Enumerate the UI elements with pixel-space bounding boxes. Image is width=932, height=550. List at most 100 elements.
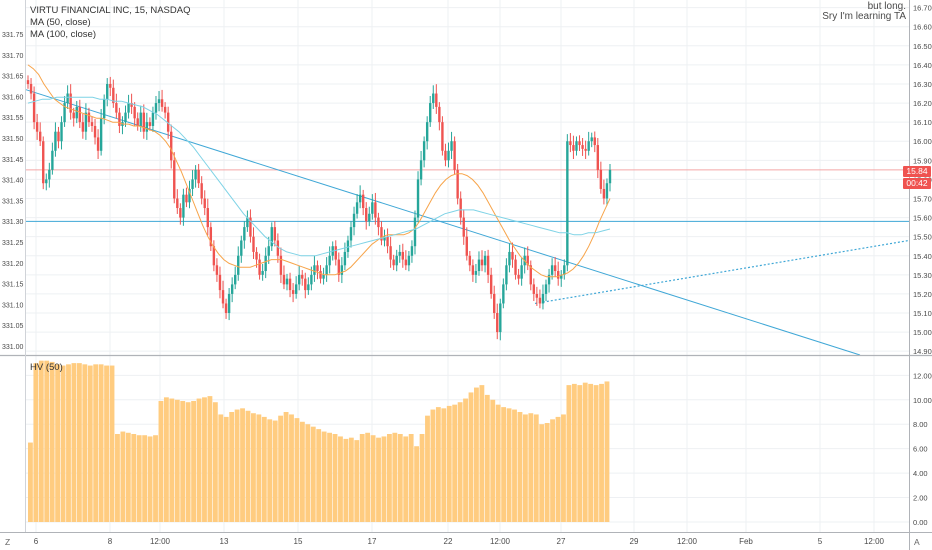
candle-body [145,122,149,132]
candle-body [310,274,313,285]
hv-bar [180,401,186,522]
candle-body [160,99,164,107]
hv-bar [158,401,164,522]
candle-body [191,179,194,189]
hv-bar [370,435,376,522]
hv-bar [522,414,528,522]
candle-body [157,99,161,104]
candle-body [538,297,542,304]
candle-body [432,93,435,104]
zoom-corner-left[interactable]: Z [5,537,11,547]
hv-bar [115,434,120,522]
candle-body [334,246,337,260]
candle-body [197,169,200,184]
left-tick-label: 331.50 [2,136,24,143]
candle-body [218,274,222,291]
left-tick-label: 331.20 [2,261,24,268]
hv-bar [28,442,33,522]
hv-bar [283,412,289,522]
candle-body [288,278,292,291]
candle-body [511,251,514,260]
hv-tick-label: 4.00 [913,469,928,478]
hv-bar [446,405,452,522]
hv-tick-label: 12.00 [913,371,932,380]
candle-body [596,145,600,170]
candle-body [261,271,264,275]
right-tick-label: 15.60 [913,214,932,223]
hv-legend[interactable]: HV (50) [30,362,63,373]
right-tick-label: 16.40 [913,61,932,70]
left-tick-label: 331.25 [2,240,24,247]
hv-bar [93,364,99,522]
x-tick-label: 8 [108,537,113,546]
x-tick-label: Feb [739,537,753,546]
hv-bar [533,414,539,522]
left-tick-label: 331.70 [2,53,24,60]
candle-body [188,188,191,203]
candle-body [270,227,273,247]
hv-bar [76,363,82,522]
left-tick-label: 331.05 [2,323,24,330]
candle-body [154,103,158,113]
candle-body [581,145,584,149]
hv-bar [223,416,229,522]
candle-body [203,198,206,209]
auto-scale-corner[interactable]: A [914,537,920,547]
hv-bar [338,436,343,522]
descending-trendline [25,89,861,356]
hv-bar [87,365,93,522]
candle-body [389,246,392,260]
annotation-line-2: Sry I'm learning TA [822,11,906,22]
hv-tick-label: 2.00 [913,494,928,503]
candle-body [468,255,472,266]
ma100-legend[interactable]: MA (100, close) [30,29,96,40]
candle-body [453,141,456,170]
hv-bar [408,434,414,522]
candle-body [209,227,213,247]
candle-body [57,131,60,142]
hv-bar [294,418,300,522]
candle-body [480,259,484,266]
candle-body [212,246,216,266]
countdown-tag: 00:42 [903,178,931,189]
candle-body [569,141,572,146]
candle-body [535,293,539,298]
hv-bar [517,412,523,522]
candle-body [416,179,420,218]
chart-grid [26,0,909,532]
hv-bar [66,364,71,522]
candle-body [127,103,130,113]
candle-body [325,265,328,275]
candle-body [404,259,408,266]
candle-body [398,251,401,256]
hv-tick-label: 0.00 [913,518,928,527]
candle-body [313,265,316,275]
candle-body [173,160,176,199]
hv-bar [191,401,197,522]
candle-body [602,188,606,199]
candle-body [456,169,459,199]
left-tick-label: 331.75 [2,32,24,39]
hv-bar [256,414,262,522]
candle-body [499,303,502,333]
candle-body [578,141,581,146]
candle-body [444,150,447,161]
hv-bar [435,407,441,522]
hv-bar [561,414,566,522]
left-tick-label: 331.65 [2,74,24,81]
candle-body [483,255,487,266]
candle-body [517,274,520,279]
candle-body [566,141,569,266]
left-tick-label: 331.55 [2,115,24,122]
candle-body [166,112,170,132]
right-tick-label: 15.70 [913,194,932,203]
hv-bar [278,415,284,522]
hv-bar [582,382,588,522]
hv-bar [397,434,403,522]
candle-body [532,284,536,294]
ma50-legend[interactable]: MA (50, close) [30,17,91,28]
candle-body [237,255,240,275]
right-tick-label: 16.60 [913,23,932,32]
candle-body [72,112,75,119]
